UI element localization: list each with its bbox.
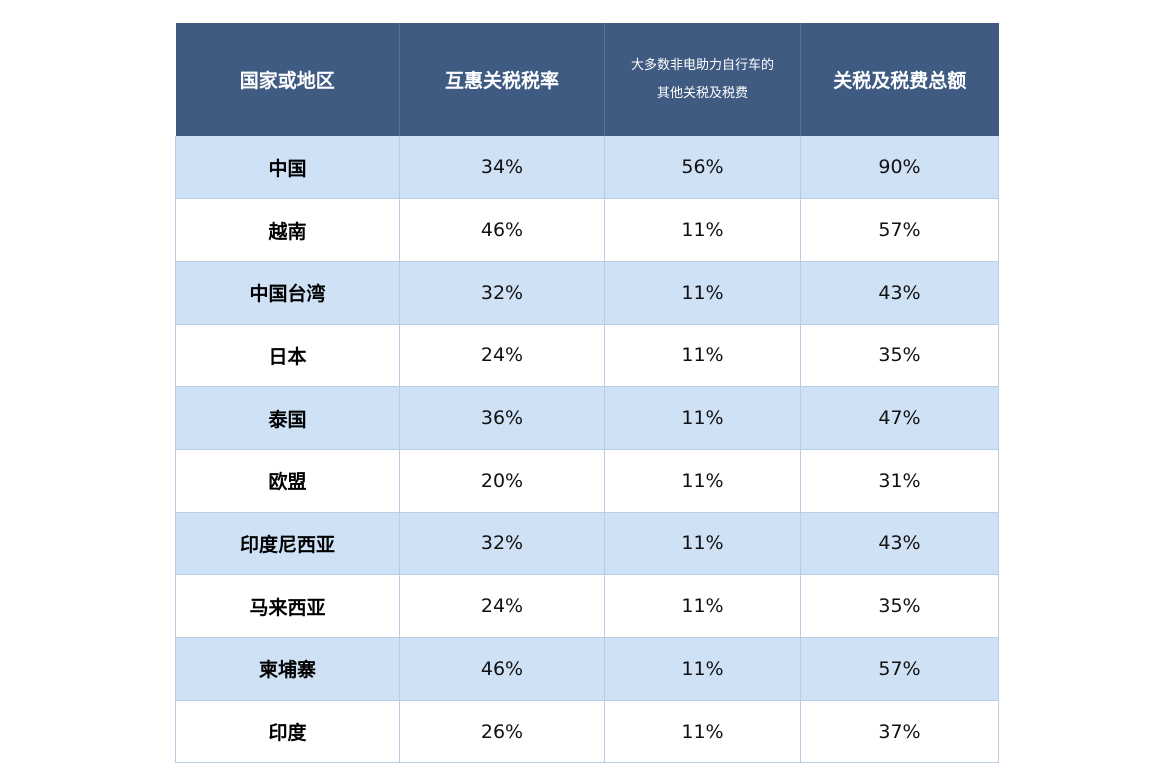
table-row: 中国 34% 56% 90% [175,136,999,200]
other-tariffs-cell: 56% [604,136,801,200]
table-row: 印度 26% 11% 37% [175,700,999,764]
reciprocal-rate-cell: 26% [399,700,605,764]
table-row: 欧盟 20% 11% 31% [175,449,999,513]
region-cell: 泰国 [175,386,400,450]
other-tariffs-cell: 11% [604,324,801,388]
other-tariffs-cell: 11% [604,700,801,764]
header-other-tariffs: 大多数非电助力自行车的 其他关税及税费 [604,23,801,136]
reciprocal-rate-cell: 34% [399,136,605,200]
total-cell: 37% [800,700,999,764]
table-header: 国家或地区 互惠关税税率 大多数非电助力自行车的 其他关税及税费 关税及税费总额 [175,23,999,136]
reciprocal-rate-cell: 20% [399,449,605,513]
reciprocal-rate-cell: 24% [399,324,605,388]
total-cell: 90% [800,136,999,200]
table-row: 日本 24% 11% 35% [175,324,999,388]
header-other-line2: 其他关税及税费 [656,85,748,101]
other-tariffs-cell: 11% [604,386,801,450]
table-body: 中国 34% 56% 90% 越南 46% 11% 57% 中国台湾 32% 1… [175,136,999,764]
table-row: 印度尼西亚 32% 11% 43% [175,512,999,576]
reciprocal-rate-cell: 46% [399,637,605,701]
other-tariffs-cell: 11% [604,198,801,262]
table-row: 马来西亚 24% 11% 35% [175,574,999,638]
table-row: 中国台湾 32% 11% 43% [175,261,999,325]
other-tariffs-cell: 11% [604,637,801,701]
total-cell: 35% [800,574,999,638]
other-tariffs-cell: 11% [604,512,801,576]
region-cell: 中国台湾 [175,261,400,325]
total-cell: 57% [800,198,999,262]
reciprocal-rate-cell: 24% [399,574,605,638]
reciprocal-rate-cell: 32% [399,261,605,325]
total-cell: 57% [800,637,999,701]
region-cell: 日本 [175,324,400,388]
region-cell: 柬埔寨 [175,637,400,701]
reciprocal-rate-cell: 46% [399,198,605,262]
header-row: 国家或地区 互惠关税税率 大多数非电助力自行车的 其他关税及税费 关税及税费总额 [175,23,999,136]
region-cell: 中国 [175,136,400,200]
other-tariffs-cell: 11% [604,574,801,638]
reciprocal-rate-cell: 32% [399,512,605,576]
other-tariffs-cell: 11% [604,449,801,513]
reciprocal-rate-cell: 36% [399,386,605,450]
total-cell: 43% [800,512,999,576]
total-cell: 43% [800,261,999,325]
header-reciprocal-rate: 互惠关税税率 [399,23,605,136]
region-cell: 印度尼西亚 [175,512,400,576]
tariff-table: 国家或地区 互惠关税税率 大多数非电助力自行车的 其他关税及税费 关税及税费总额… [175,23,999,764]
header-region: 国家或地区 [175,23,400,136]
total-cell: 35% [800,324,999,388]
other-tariffs-cell: 11% [604,261,801,325]
header-other-line1: 大多数非电助力自行车的 [630,57,774,73]
table-row: 柬埔寨 46% 11% 57% [175,637,999,701]
region-cell: 越南 [175,198,400,262]
total-cell: 47% [800,386,999,450]
header-total: 关税及税费总额 [800,23,999,136]
region-cell: 欧盟 [175,449,400,513]
total-cell: 31% [800,449,999,513]
table-row: 泰国 36% 11% 47% [175,386,999,450]
region-cell: 马来西亚 [175,574,400,638]
table-row: 越南 46% 11% 57% [175,198,999,262]
region-cell: 印度 [175,700,400,764]
